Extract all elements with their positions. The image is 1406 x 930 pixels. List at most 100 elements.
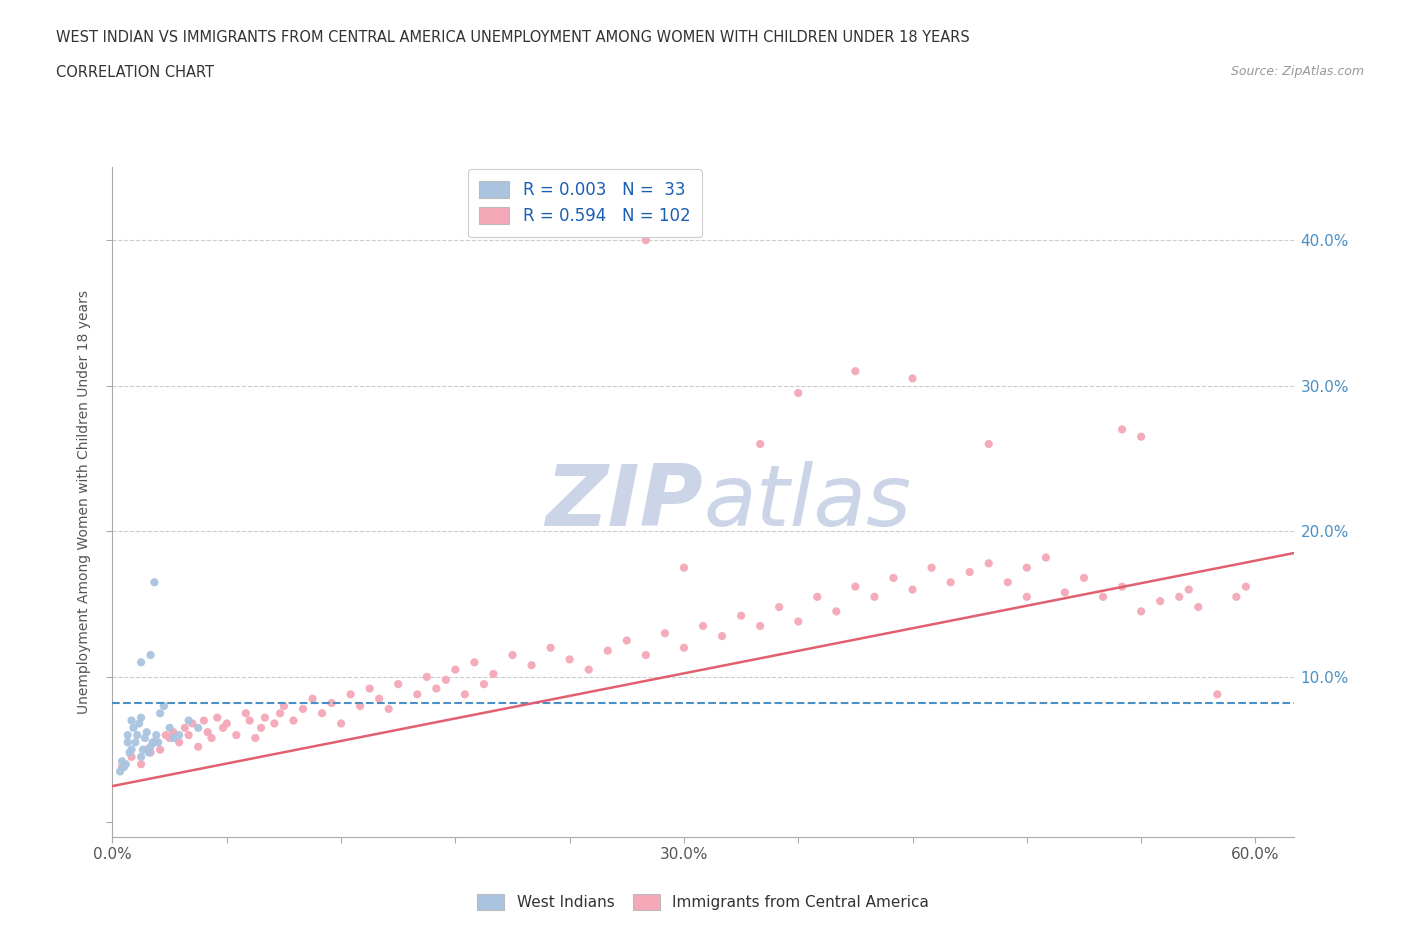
Point xyxy=(1177,582,1199,597)
Point xyxy=(207,711,229,725)
Point xyxy=(672,560,695,575)
Point xyxy=(1111,579,1133,594)
Point xyxy=(117,727,139,742)
Point xyxy=(159,721,181,736)
Point xyxy=(634,232,657,247)
Point xyxy=(129,711,152,725)
Point xyxy=(187,739,209,754)
Point xyxy=(118,745,141,760)
Point xyxy=(167,727,190,742)
Point xyxy=(253,711,276,725)
Point xyxy=(263,716,285,731)
Point xyxy=(162,731,184,746)
Point xyxy=(749,436,772,451)
Point xyxy=(117,735,139,750)
Point xyxy=(787,614,810,629)
Point xyxy=(128,716,150,731)
Point xyxy=(273,698,295,713)
Point xyxy=(863,590,886,604)
Point xyxy=(143,575,166,590)
Point xyxy=(406,687,429,702)
Point xyxy=(359,681,381,696)
Point xyxy=(1130,430,1153,445)
Point xyxy=(112,760,135,775)
Point xyxy=(482,667,505,682)
Point xyxy=(212,721,235,736)
Point xyxy=(193,713,215,728)
Point xyxy=(672,641,695,656)
Point xyxy=(825,604,848,618)
Point xyxy=(200,731,222,746)
Point xyxy=(135,724,157,739)
Point xyxy=(416,670,439,684)
Point xyxy=(711,629,734,644)
Point xyxy=(1234,579,1257,594)
Point xyxy=(901,371,924,386)
Point xyxy=(173,721,195,736)
Point xyxy=(901,582,924,597)
Point xyxy=(250,721,273,736)
Point xyxy=(181,716,204,731)
Point xyxy=(134,731,156,746)
Point xyxy=(301,691,323,706)
Point xyxy=(215,716,238,731)
Point xyxy=(311,706,333,721)
Point xyxy=(1225,590,1247,604)
Point xyxy=(730,608,752,623)
Point xyxy=(143,735,166,750)
Point xyxy=(111,760,134,775)
Point xyxy=(155,727,177,742)
Point xyxy=(463,655,485,670)
Point xyxy=(1092,590,1115,604)
Point xyxy=(425,681,447,696)
Point xyxy=(121,713,143,728)
Point xyxy=(139,739,162,754)
Text: atlas: atlas xyxy=(703,460,911,544)
Text: ZIP: ZIP xyxy=(546,460,703,544)
Point xyxy=(749,618,772,633)
Point xyxy=(167,735,190,750)
Point xyxy=(368,691,391,706)
Point xyxy=(997,575,1019,590)
Point xyxy=(959,565,981,579)
Point xyxy=(387,677,409,692)
Point xyxy=(245,731,267,746)
Point xyxy=(111,754,134,769)
Point xyxy=(520,658,543,672)
Point xyxy=(235,706,257,721)
Point xyxy=(197,724,219,739)
Point xyxy=(977,436,1000,451)
Point xyxy=(145,727,167,742)
Point xyxy=(596,644,619,658)
Point xyxy=(1015,560,1038,575)
Point xyxy=(124,735,146,750)
Point xyxy=(177,713,200,728)
Point xyxy=(844,364,866,379)
Point xyxy=(149,742,172,757)
Point xyxy=(1206,687,1229,702)
Point xyxy=(114,757,136,772)
Point xyxy=(269,706,291,721)
Point xyxy=(654,626,676,641)
Legend: West Indians, Immigrants from Central America: West Indians, Immigrants from Central Am… xyxy=(471,888,935,916)
Point xyxy=(444,662,467,677)
Text: Source: ZipAtlas.com: Source: ZipAtlas.com xyxy=(1230,65,1364,78)
Point xyxy=(148,735,170,750)
Point xyxy=(502,647,524,662)
Point xyxy=(1130,604,1153,618)
Point xyxy=(434,672,457,687)
Point xyxy=(187,721,209,736)
Point xyxy=(616,633,638,648)
Point xyxy=(1035,550,1057,565)
Point xyxy=(349,698,371,713)
Point xyxy=(153,698,176,713)
Point xyxy=(844,579,866,594)
Point xyxy=(177,727,200,742)
Point xyxy=(283,713,305,728)
Point xyxy=(692,618,714,633)
Point xyxy=(921,560,943,575)
Point xyxy=(768,600,790,615)
Point xyxy=(939,575,962,590)
Point xyxy=(558,652,581,667)
Point xyxy=(139,745,162,760)
